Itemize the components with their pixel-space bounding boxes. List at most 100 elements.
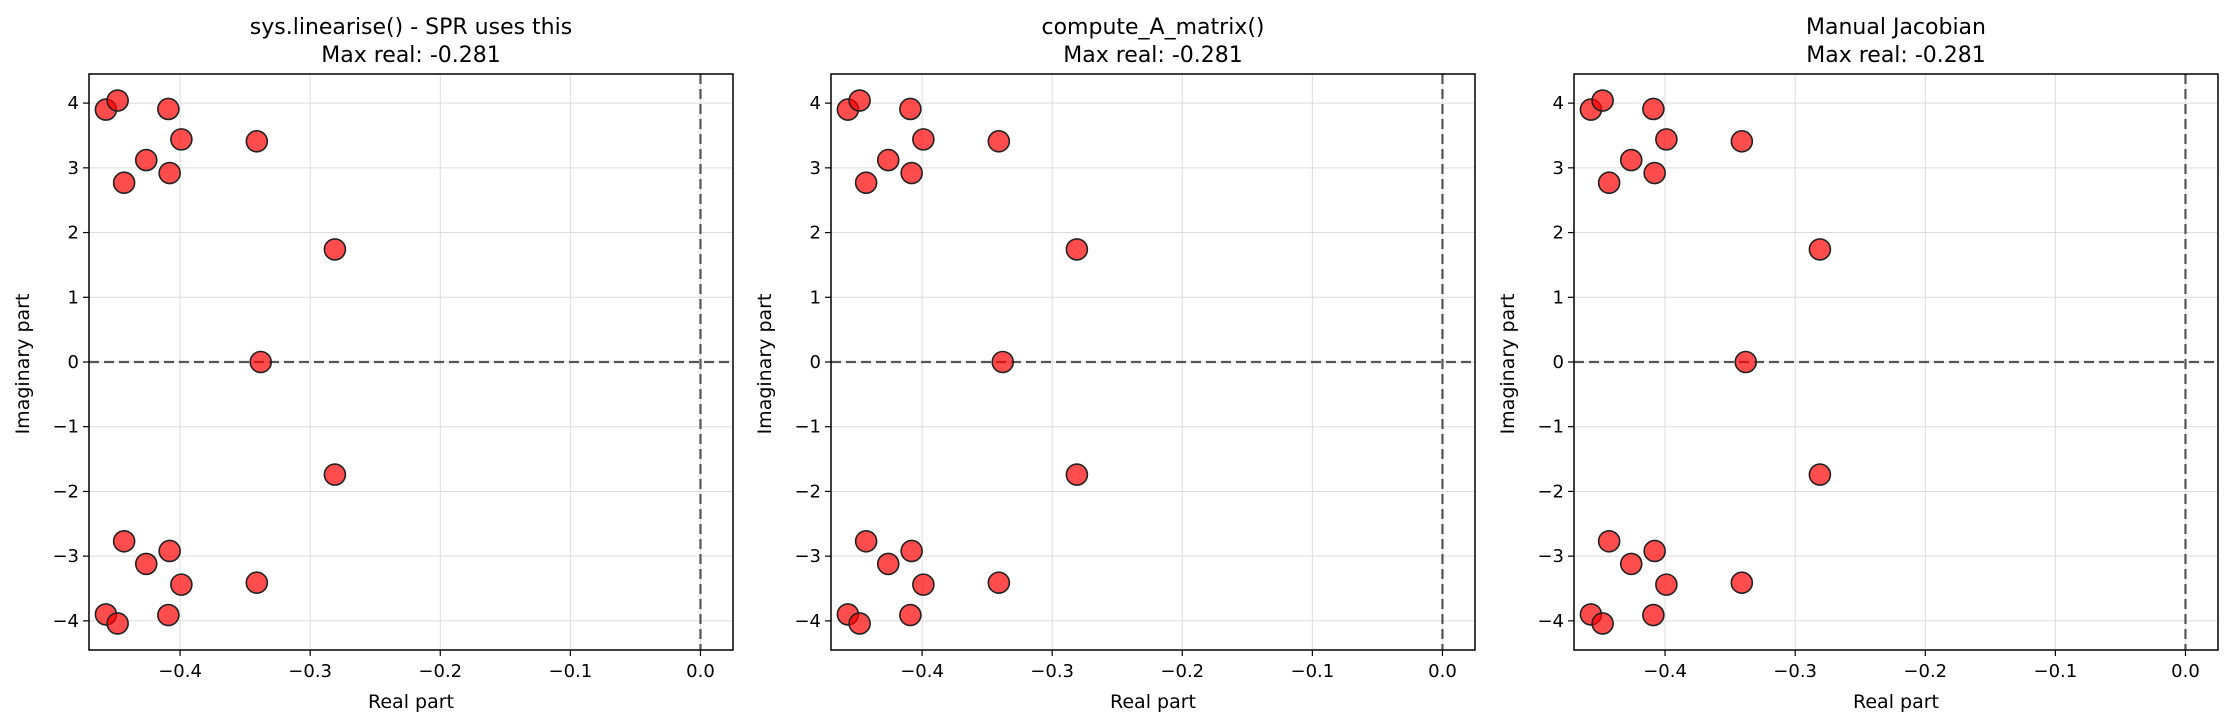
y-tick-label: −1: [794, 417, 821, 438]
axis-ticks: −0.4 −0.3 −0.2 −0.1 0.0 −4 −3 −2 −1 0 1 2 3 4: [794, 93, 1456, 682]
y-tick-label: −2: [1537, 481, 1564, 502]
eigenvalue-point: [106, 612, 129, 635]
x-tick-label: −0.1: [549, 661, 593, 682]
x-tick-label: 0.0: [2171, 661, 2200, 682]
y-tick-label: 0: [810, 352, 821, 373]
eigenvalue-point: [1730, 130, 1754, 153]
y-tick-label: −1: [52, 417, 79, 438]
x-tick-label: −0.4: [158, 661, 202, 682]
eigenvalue-point: [1642, 603, 1665, 627]
eigenvalue-point: [912, 573, 935, 596]
eigenvalue-point: [112, 171, 136, 195]
y-tick-label: 2: [1553, 223, 1564, 244]
y-tick-label: −4: [52, 611, 79, 632]
x-tick-label: −0.2: [1160, 661, 1204, 682]
y-tick-label: 4: [1553, 93, 1564, 114]
eigenvalue-point: [170, 573, 193, 596]
y-tick-label: 3: [810, 158, 821, 179]
x-tick-label: −0.4: [900, 661, 944, 682]
panel-title-line2: Max real: -0.281: [1806, 43, 1986, 68]
eigenvalue-point: [323, 463, 347, 486]
eigenvalue-point: [1808, 238, 1832, 261]
eigenvalue-point: [158, 161, 181, 185]
reference-lines: [1574, 74, 2218, 650]
eigenvalue-point: [1734, 350, 1758, 374]
x-tick-label: −0.2: [1903, 661, 1947, 682]
eigenvalue-point: [245, 571, 269, 594]
y-tick-label: 3: [1553, 158, 1564, 179]
eigenvalue-point: [134, 148, 158, 172]
y-tick-label: 1: [1553, 287, 1564, 308]
eigenvalue-point: [1619, 148, 1643, 172]
y-tick-label: −1: [1537, 417, 1564, 438]
panel-title-line1: compute_A_matrix(): [1042, 15, 1265, 40]
eigenvalue-point: [987, 571, 1011, 594]
eigenvalue-point: [1655, 573, 1678, 596]
y-axis-label: Imaginary part: [1497, 294, 1519, 435]
eigenvalue-point: [991, 350, 1015, 374]
y-tick-label: 0: [68, 352, 79, 373]
y-tick-label: −3: [52, 546, 79, 567]
y-tick-label: −4: [1537, 611, 1564, 632]
eigenvalue-point: [1619, 552, 1643, 576]
y-tick-label: 1: [810, 287, 821, 308]
eigenvalue-point: [876, 552, 900, 576]
eigenvalue-point: [1065, 463, 1089, 486]
axis-ticks: −0.4 −0.3 −0.2 −0.1 0.0 −4 −3 −2 −1 0 1 2 3 4: [52, 93, 714, 682]
eigenvalue-point: [170, 128, 193, 151]
eigenvalue-point: [1597, 529, 1621, 553]
eigenvalue-point: [249, 350, 273, 374]
y-tick-label: −4: [794, 611, 821, 632]
eigenvalue-point: [1808, 463, 1832, 486]
eigenvalue-point: [112, 529, 136, 553]
eigenvalue-point: [900, 539, 923, 563]
eigenvalue-point: [158, 539, 181, 563]
x-axis-label: Real part: [1110, 691, 1196, 713]
eigenvalue-point: [912, 128, 935, 151]
x-tick-label: −0.3: [288, 661, 332, 682]
eigenvalue-markers: [94, 89, 347, 635]
eigenvalue-point: [157, 603, 180, 627]
eigenvalue-point: [134, 552, 158, 576]
eigenvalue-point: [854, 529, 878, 553]
eigenvalue-point: [245, 130, 269, 153]
y-tick-label: 1: [68, 287, 79, 308]
eigenvalue-panel-manual-jacobian: Manual Jacobian Max real: -0.281 −0.4 −0.…: [1497, 15, 2219, 713]
eigenvalue-point: [157, 97, 180, 121]
eigenvalue-point: [106, 89, 129, 112]
x-tick-label: −0.1: [1291, 661, 1335, 682]
eigenvalue-point: [1591, 89, 1614, 112]
x-tick-label: −0.4: [1643, 661, 1687, 682]
x-tick-label: −0.2: [418, 661, 462, 682]
eigenvalue-point: [899, 97, 922, 121]
y-axis-label: Imaginary part: [12, 294, 34, 435]
eigenvalue-point: [1065, 238, 1089, 261]
eigenvalue-point: [876, 148, 900, 172]
eigenvalue-point: [323, 238, 347, 261]
y-tick-label: 0: [1553, 352, 1564, 373]
x-tick-label: −0.1: [2034, 661, 2078, 682]
x-tick-label: 0.0: [1428, 661, 1457, 682]
eigenvalue-point: [1643, 539, 1666, 563]
x-tick-label: −0.3: [1030, 661, 1074, 682]
y-tick-label: −3: [794, 546, 821, 567]
reference-lines: [89, 74, 733, 650]
x-axis-label: Real part: [368, 691, 454, 713]
panel-title-line2: Max real: -0.281: [1063, 43, 1243, 68]
eigenvalue-point: [987, 130, 1011, 153]
eigenvalue-point: [1655, 128, 1678, 151]
panel-title-line1: Manual Jacobian: [1806, 15, 1986, 40]
eigenvalue-point: [1643, 161, 1666, 185]
eigenvalue-panel-compute-a-matrix: compute_A_matrix() Max real: -0.281 −0.4…: [754, 15, 1476, 713]
eigenvalue-markers: [836, 89, 1089, 635]
y-tick-label: 4: [68, 93, 79, 114]
x-tick-label: −0.3: [1773, 661, 1817, 682]
x-axis-label: Real part: [1853, 691, 1939, 713]
y-tick-label: 3: [68, 158, 79, 179]
y-axis-label: Imaginary part: [754, 294, 776, 435]
eigenvalue-point: [848, 89, 871, 112]
axis-ticks: −0.4 −0.3 −0.2 −0.1 0.0 −4 −3 −2 −1 0 1 2 3 4: [1537, 93, 2199, 682]
eigenvalue-point: [1597, 171, 1621, 195]
